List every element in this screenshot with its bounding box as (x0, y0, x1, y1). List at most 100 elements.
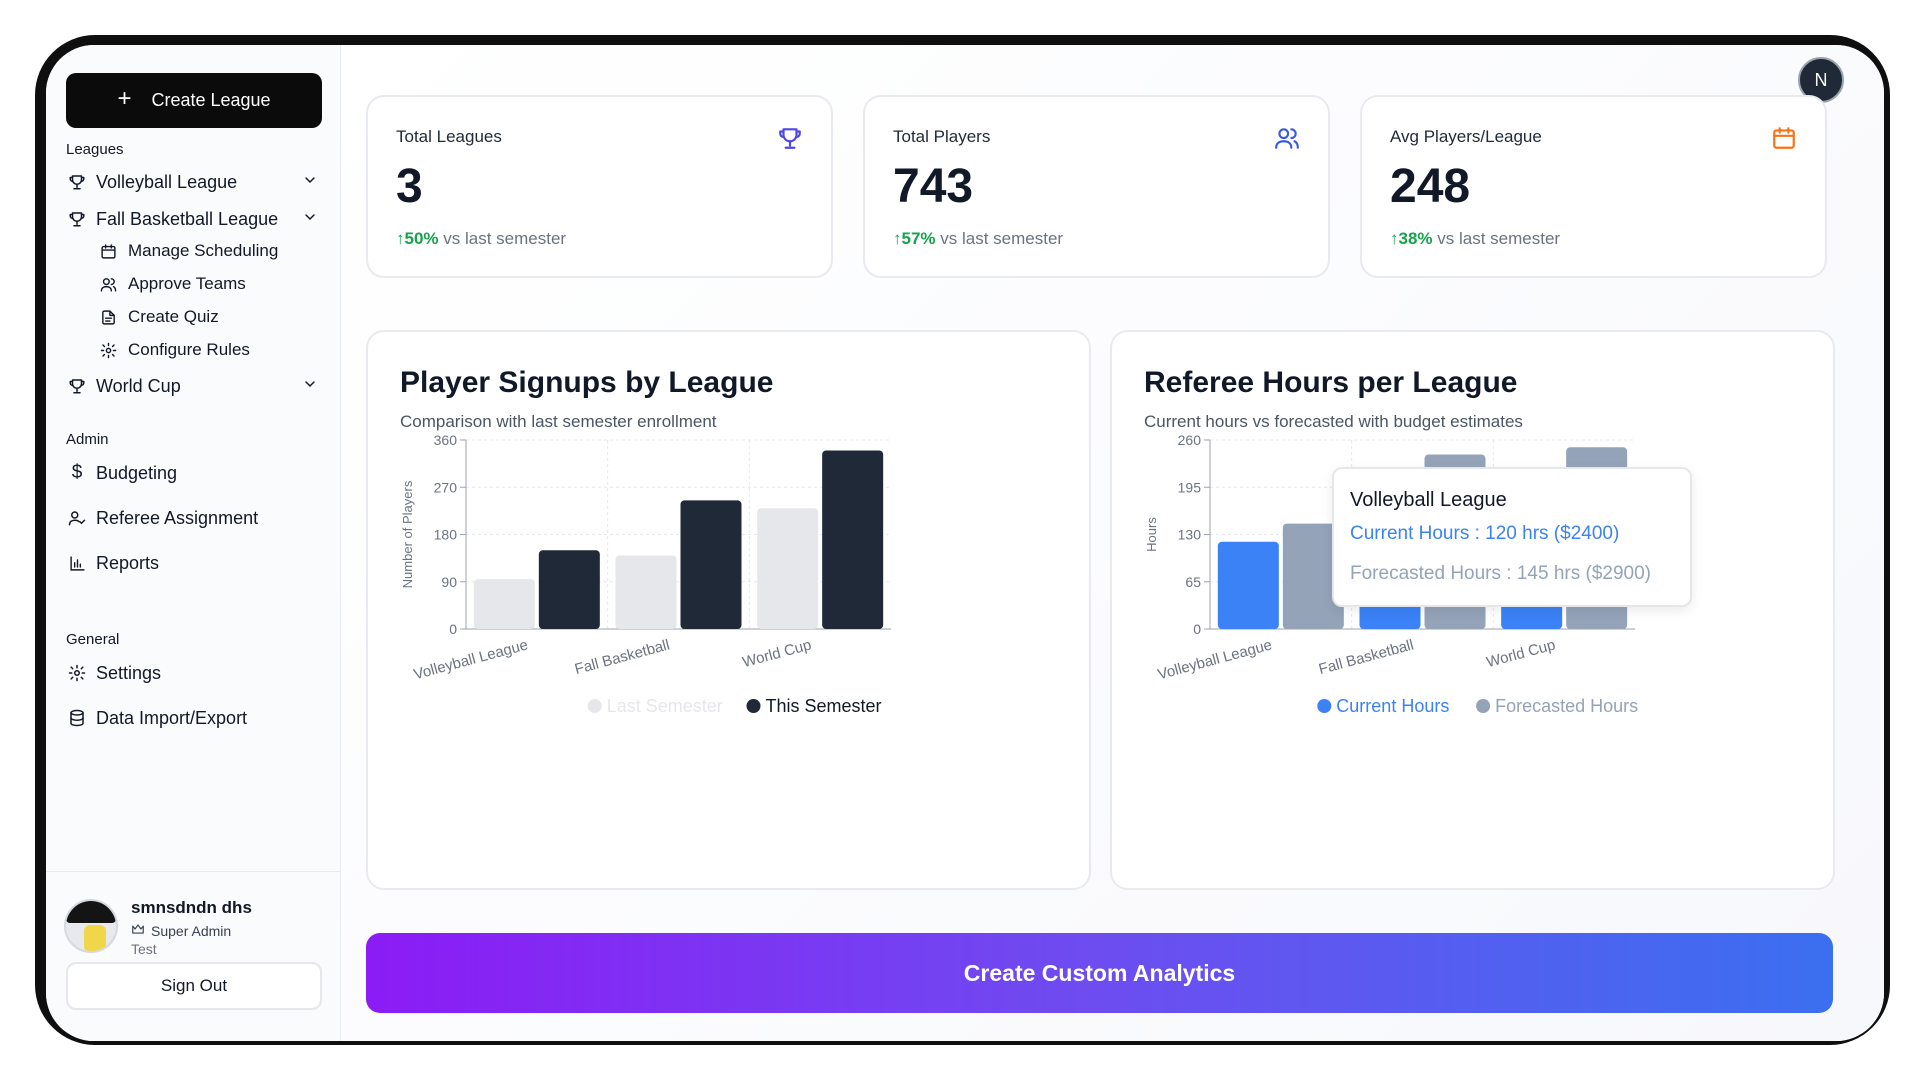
gear-icon (66, 662, 88, 684)
sidebar-item-label: Referee Assignment (96, 507, 259, 528)
legend-label: Current Hours (1336, 696, 1449, 716)
y-tick-label: 90 (441, 574, 457, 590)
calendar-icon (1771, 125, 1797, 151)
document-icon (98, 307, 118, 327)
stat-value: 3 (396, 160, 423, 213)
bar-forecasted-hours (1282, 523, 1344, 629)
create-league-button[interactable]: + Create League (66, 73, 322, 128)
bar-last-semester (615, 555, 677, 629)
tooltip-title: Volleyball League (1350, 489, 1507, 511)
sidebar-item-data-import-export[interactable]: Data Import/Export (66, 702, 326, 734)
general-section-label: General (66, 631, 120, 648)
sidebar-subitem-label: Configure Rules (128, 340, 250, 359)
sidebar-item-world-cup[interactable]: World Cup (66, 370, 326, 402)
y-tick-label: 130 (1178, 527, 1202, 543)
user-role: Super Admin (131, 922, 231, 939)
sign-out-button[interactable]: Sign Out (66, 962, 322, 1010)
stat-title: Total Leagues (396, 127, 502, 146)
stat-card-total-players: Total Players 743 ↑57% vs last semester (863, 95, 1330, 278)
sidebar-subitem-label: Create Quiz (128, 307, 219, 326)
sidebar-item-label: Budgeting (96, 462, 178, 483)
sidebar-subitem-create-quiz[interactable]: Create Quiz (98, 302, 318, 332)
y-tick-label: 360 (434, 432, 458, 448)
x-tick-label: World Cup (1485, 636, 1558, 671)
stat-value: 743 (893, 160, 974, 213)
legend-swatch (1476, 699, 1491, 713)
sidebar-item-label: World Cup (96, 375, 181, 396)
x-tick-label: Fall Basketball (1317, 636, 1416, 678)
sidebar-item-settings[interactable]: Settings (66, 657, 326, 689)
main-content: N Total Leagues 3 ↑50% vs last semester … (342, 45, 1884, 1041)
chevron-down-icon[interactable] (302, 209, 318, 230)
sidebar-item-label: Volleyball League (96, 171, 238, 192)
y-axis-label: Hours (1144, 517, 1159, 552)
stat-title: Avg Players/League (1390, 127, 1542, 146)
sidebar-item-label: Reports (96, 552, 160, 573)
user-check-icon (66, 507, 88, 529)
x-tick-label: Volleyball League (412, 636, 530, 683)
stat-delta: ↑57% vs last semester (893, 229, 1064, 248)
player-signups-chart: 0 90 180 270 360 Volleyball League Fall Basket… (400, 432, 891, 716)
chart-subtitle: Current hours vs forecasted with budget … (1144, 412, 1523, 431)
stat-card-total-leagues: Total Leagues 3 ↑50% vs last semester (366, 95, 833, 278)
sidebar-item-label: Settings (96, 662, 162, 683)
trophy-icon (66, 375, 88, 397)
bar-this-semester (538, 550, 600, 629)
stat-delta: ↑38% vs last semester (1390, 229, 1561, 248)
sidebar-item-reports[interactable]: Reports (66, 547, 326, 579)
sidebar-subitem-configure-rules[interactable]: Configure Rules (98, 335, 318, 365)
app-window: + Create League Leagues Volleyball Leagu… (46, 45, 1884, 1041)
y-tick-label: 0 (449, 621, 457, 637)
stat-value: 248 (1390, 160, 1471, 213)
sidebar-item-budgeting[interactable]: $ Budgeting (66, 457, 326, 489)
sidebar-subitem-approve-teams[interactable]: Approve Teams (98, 269, 318, 299)
sidebar-item-volleyball-league[interactable]: Volleyball League (66, 166, 326, 198)
sidebar-item-referee-assignment[interactable]: Referee Assignment (66, 502, 326, 534)
y-tick-label: 0 (1193, 621, 1201, 637)
legend-label: Last Semester (607, 696, 723, 716)
y-axis-label: Number of Players (400, 480, 415, 588)
y-tick-label: 270 (434, 479, 458, 495)
sidebar-item-label: Fall Basketball League (96, 208, 279, 229)
chart-card-player-signups: Player Signups by League Comparison with… (366, 330, 1091, 890)
x-tick-label: World Cup (741, 636, 814, 671)
chart-title: Player Signups by League (400, 366, 774, 399)
gear-icon (98, 340, 118, 360)
stat-title: Total Players (893, 127, 991, 146)
divider (46, 871, 341, 872)
users-icon (1274, 125, 1300, 151)
bar-chart-icon (66, 552, 88, 574)
chart-tooltip: Volleyball League Current Hours : 120 hr… (1332, 467, 1692, 607)
bar-last-semester (757, 508, 819, 629)
sidebar-subitem-label: Approve Teams (128, 274, 246, 293)
bar-this-semester (822, 450, 884, 629)
chevron-down-icon[interactable] (302, 376, 318, 397)
sidebar-subitem-manage-scheduling[interactable]: Manage Scheduling (98, 236, 318, 266)
user-org: Test (131, 941, 157, 957)
bar-last-semester (473, 579, 535, 629)
y-tick-label: 260 (1178, 432, 1202, 448)
trophy-icon (66, 171, 88, 193)
user-name: smnsdndn dhs (131, 898, 252, 917)
admin-section-label: Admin (66, 431, 109, 448)
calendar-icon (98, 241, 118, 261)
sidebar-subitem-label: Manage Scheduling (128, 241, 279, 260)
bar-this-semester (680, 500, 742, 629)
database-icon (66, 707, 88, 729)
y-tick-label: 65 (1185, 574, 1201, 590)
tooltip-current: Current Hours : 120 hrs ($2400) (1350, 523, 1620, 544)
sidebar-item-fall-basketball-league[interactable]: Fall Basketball League (66, 203, 326, 235)
legend-label: This Semester (766, 696, 882, 716)
legend-label: Forecasted Hours (1495, 696, 1638, 716)
stat-delta: ↑50% vs last semester (396, 229, 567, 248)
chevron-down-icon[interactable] (302, 172, 318, 193)
chart-card-referee-hours: Referee Hours per League Current hours v… (1110, 330, 1835, 890)
plus-icon: + (117, 85, 132, 112)
create-custom-analytics-button[interactable]: Create Custom Analytics (366, 933, 1833, 1013)
bar-current-hours (1217, 541, 1279, 629)
x-tick-label: Fall Basketball (573, 636, 672, 678)
legend-swatch (746, 699, 761, 713)
dollar-icon: $ (71, 462, 83, 483)
y-tick-label: 180 (434, 527, 458, 543)
users-icon (98, 274, 118, 294)
